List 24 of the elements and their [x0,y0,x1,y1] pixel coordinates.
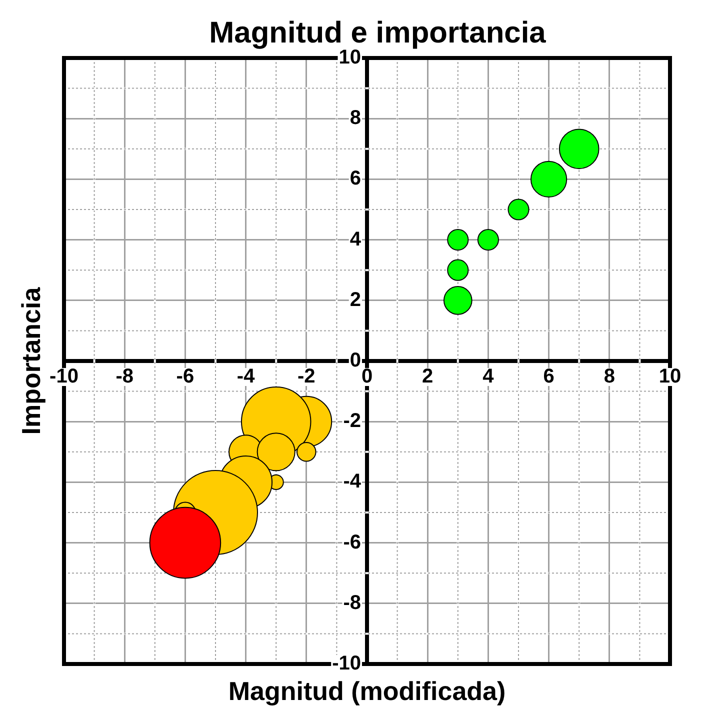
x-tick-label: -8 [116,366,134,388]
y-tick-label: 10 [338,46,361,69]
x-tick-label: -10 [50,366,78,388]
y-tick-label: -8 [343,592,361,614]
x-tick-label: -4 [236,366,256,388]
y-tick-label: -10 [332,652,361,675]
x-tick-label: 2 [422,366,434,388]
x-tick-label: 6 [543,366,554,388]
y-axis-title: Importancia [16,286,46,435]
x-tick-label: 8 [604,366,615,388]
y-tick-label: -6 [343,531,361,554]
x-tick-label: -6 [176,366,194,388]
y-tick-label: -4 [343,470,362,493]
y-tick-label: 8 [350,107,361,130]
chart-title: Magnitud e importancia [209,16,546,50]
x-axis-title: Magnitud (modificada) [228,676,506,706]
y-tick-label: 4 [350,228,362,250]
y-tick-label: -2 [343,410,361,432]
y-tick-label: 2 [350,288,361,311]
x-tick-label: 10 [658,366,682,388]
y-tick-label: 0 [350,350,361,372]
y-tick-label: 6 [350,168,361,190]
x-tick-label: 4 [482,366,495,388]
x-tick-label: -2 [298,366,316,388]
